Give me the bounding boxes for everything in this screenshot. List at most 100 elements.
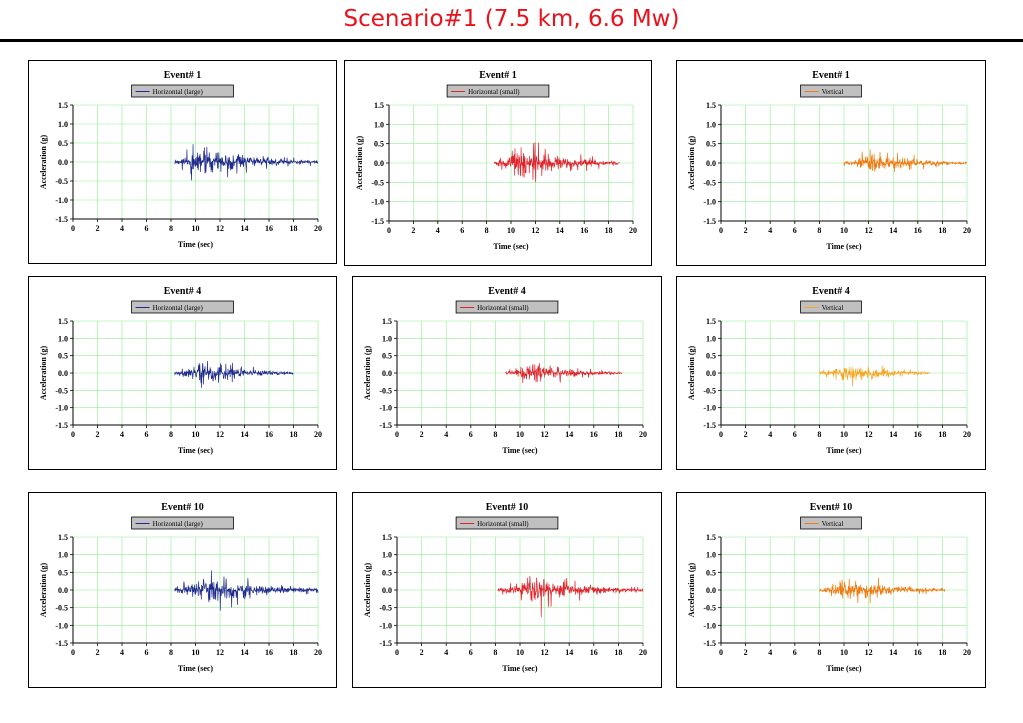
y-tick-label: 0.0	[706, 586, 716, 595]
y-tick-label: 1.5	[706, 533, 716, 542]
x-tick-label: 10	[516, 430, 524, 439]
y-tick-label: -0.5	[55, 177, 68, 186]
y-tick-label: 0.0	[58, 586, 68, 595]
chart-svg: Event# 1 Horizontal (small) 1.5 1.0 0.5 0.0 -0…	[355, 70, 637, 251]
y-axis-label: Acceleration (g)	[355, 135, 364, 190]
y-axis-label: Acceleration (g)	[363, 562, 372, 617]
y-tick-label: 1.5	[706, 101, 716, 110]
x-tick-label: 10	[840, 430, 848, 439]
y-tick-label: 0.0	[706, 369, 716, 378]
x-tick-label: 6	[793, 226, 797, 235]
y-tick-label: -1.5	[703, 639, 716, 648]
y-tick-label: -1.5	[371, 217, 384, 226]
x-tick-label: 4	[768, 226, 772, 235]
y-tick-label: 1.0	[374, 120, 384, 129]
y-axis-label: Acceleration (g)	[687, 345, 696, 400]
chart-title: Event# 4	[488, 286, 526, 297]
x-tick-label: 10	[507, 226, 515, 235]
y-tick-label: 0.5	[706, 140, 716, 149]
x-tick-label: 20	[963, 226, 971, 235]
x-tick-label: 14	[241, 648, 249, 657]
x-tick-label: 16	[265, 648, 273, 657]
chart-panel-event1-horizontal-large: Event# 1 Horizontal (large) 1.5 1.0 0.5 0.0 -0…	[28, 60, 337, 264]
chart-panel-event1-vertical: Event# 1 Vertical 1.5 1.0 0.5 0.0 -0.5 -1.0 -1.5…	[676, 60, 986, 266]
legend-label: Horizontal (large)	[153, 520, 204, 528]
x-tick-label: 12	[541, 430, 549, 439]
x-tick-label: 14	[565, 648, 573, 657]
x-tick-label: 16	[590, 648, 598, 657]
x-tick-label: 8	[169, 430, 173, 439]
x-tick-label: 8	[817, 430, 821, 439]
y-tick-label: 1.5	[706, 317, 716, 326]
x-tick-label: 0	[719, 226, 723, 235]
chart-panel-event4-horizontal-small: Event# 4 Horizontal (small) 1.5 1.0 0.5 0.0 -0…	[352, 276, 662, 470]
y-tick-label: -1.0	[55, 404, 68, 413]
x-tick-label: 12	[216, 648, 224, 657]
chart-title: Event# 1	[479, 70, 517, 81]
y-tick-label: -0.5	[703, 386, 716, 395]
x-axis-label: Time (sec)	[178, 664, 214, 673]
x-tick-label: 14	[565, 430, 573, 439]
y-tick-label: -0.5	[703, 178, 716, 187]
y-tick-label: 0.5	[58, 568, 68, 577]
x-tick-label: 6	[145, 430, 149, 439]
x-tick-label: 20	[314, 648, 322, 657]
y-tick-label: 0.5	[706, 568, 716, 577]
x-tick-label: 2	[96, 430, 100, 439]
x-tick-label: 16	[580, 226, 588, 235]
y-tick-label: 0.0	[58, 369, 68, 378]
x-tick-label: 4	[120, 430, 124, 439]
y-tick-label: 0.0	[382, 369, 392, 378]
legend-label: Horizontal (large)	[153, 304, 204, 312]
x-tick-label: 16	[914, 226, 922, 235]
chart-title: Event# 4	[812, 286, 850, 297]
legend-box	[800, 300, 862, 314]
y-tick-label: -1.5	[379, 639, 392, 648]
x-tick-label: 2	[744, 648, 748, 657]
x-tick-label: 10	[840, 648, 848, 657]
chart-svg: Event# 4 Horizontal (small) 1.5 1.0 0.5 0.0 -0…	[363, 286, 647, 455]
chart-title: Event# 1	[812, 70, 850, 81]
y-tick-label: 1.0	[58, 334, 68, 343]
chart-svg: Event# 4 Vertical 1.5 1.0 0.5 0.0 -0.5 -1.0 -1.5…	[687, 286, 971, 455]
y-tick-label: -1.5	[703, 421, 716, 430]
chart-panel-event4-horizontal-large: Event# 4 Horizontal (large) 1.5 1.0 0.5 0.0 -0…	[28, 276, 337, 470]
y-tick-label: 0.5	[58, 139, 68, 148]
x-tick-label: 2	[96, 224, 100, 233]
x-tick-label: 10	[192, 430, 200, 439]
x-tick-label: 2	[420, 430, 424, 439]
x-axis-label: Time (sec)	[826, 446, 862, 455]
legend-label: Horizontal (large)	[153, 88, 204, 96]
x-tick-label: 10	[840, 226, 848, 235]
y-tick-label: -1.5	[379, 421, 392, 430]
x-tick-label: 14	[889, 648, 897, 657]
x-tick-label: 14	[889, 430, 897, 439]
y-tick-label: -1.5	[55, 215, 68, 224]
y-tick-label: 1.5	[58, 101, 68, 110]
y-tick-label: 1.0	[58, 551, 68, 560]
chart-panel-event4-vertical: Event# 4 Vertical 1.5 1.0 0.5 0.0 -0.5 -1.0 -1.5…	[676, 276, 986, 470]
x-tick-label: 0	[71, 224, 75, 233]
y-tick-label: 1.5	[382, 317, 392, 326]
chart-title: Event# 4	[164, 286, 202, 297]
x-tick-label: 12	[531, 226, 539, 235]
legend-label: Vertical	[822, 88, 844, 96]
legend-box	[131, 516, 234, 530]
y-tick-label: 0.5	[382, 352, 392, 361]
x-tick-label: 2	[744, 430, 748, 439]
x-axis-label: Time (sec)	[493, 242, 529, 251]
y-axis-label: Acceleration (g)	[687, 135, 696, 190]
y-tick-label: -1.0	[703, 621, 716, 630]
x-tick-label: 2	[411, 226, 415, 235]
x-tick-label: 14	[556, 226, 564, 235]
x-tick-label: 10	[192, 648, 200, 657]
x-tick-label: 16	[914, 648, 922, 657]
legend-box	[800, 516, 862, 530]
x-tick-label: 18	[938, 226, 946, 235]
chart-title: Event# 10	[810, 502, 853, 513]
acceleration-series-line	[819, 365, 931, 387]
y-tick-label: -0.5	[703, 604, 716, 613]
x-tick-label: 4	[768, 648, 772, 657]
acceleration-series-line	[493, 142, 620, 183]
x-tick-label: 10	[516, 648, 524, 657]
